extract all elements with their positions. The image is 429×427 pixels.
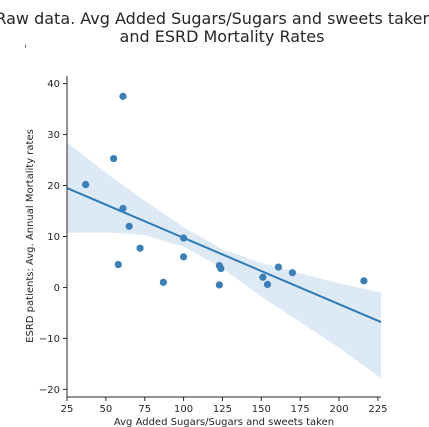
- confidence-band-layer: [67, 142, 381, 379]
- x-tick-label: 125: [213, 404, 232, 415]
- y-tick-label: −10: [39, 334, 60, 345]
- data-point: [274, 263, 283, 271]
- data-point: [119, 204, 127, 213]
- x-axis-label: Avg Added Sugars/Sugars and sweets taken: [114, 417, 334, 427]
- x-tick-label: 200: [329, 404, 348, 415]
- data-points-layer: [82, 92, 368, 289]
- x-tick-label: 225: [368, 404, 387, 415]
- data-point: [259, 273, 267, 281]
- data-point: [110, 154, 118, 163]
- x-tick-label: 150: [252, 404, 271, 415]
- data-point: [217, 265, 225, 273]
- regression-line-layer: [66, 187, 382, 324]
- data-point: [159, 278, 167, 286]
- regression-line: [66, 187, 382, 324]
- x-ticks-layer: 25 50 75 100 125 150 175 200 225: [61, 397, 387, 415]
- y-tick-label: 10: [47, 232, 60, 243]
- y-tick-label: −20: [39, 385, 60, 396]
- data-point: [263, 280, 272, 288]
- data-point: [179, 234, 188, 242]
- data-point: [82, 180, 90, 189]
- data-point: [119, 92, 127, 100]
- data-point: [179, 253, 188, 261]
- data-point: [114, 260, 122, 269]
- data-point: [125, 222, 133, 230]
- chart-title-line-2: and ESRD Mortality Rates: [120, 27, 325, 46]
- x-tick-label: 75: [138, 404, 151, 415]
- y-ticks-layer: −20 −10 0 10 20 30 40: [39, 79, 67, 396]
- x-tick-label: 50: [99, 404, 112, 415]
- data-point: [288, 269, 296, 277]
- data-point: [215, 281, 223, 289]
- data-point: [360, 277, 368, 285]
- data-point: [136, 244, 144, 252]
- confidence-band: [67, 142, 381, 379]
- chart-title-line-1: Raw data. Avg Added Sugars/Sugars and sw…: [0, 9, 429, 28]
- y-tick-label: 30: [47, 130, 60, 141]
- x-tick-label: 175: [291, 404, 310, 415]
- x-tick-label: 25: [61, 404, 74, 415]
- y-tick-label: 0: [54, 283, 60, 294]
- x-tick-label: 100: [174, 404, 193, 415]
- y-tick-label: 20: [47, 181, 60, 192]
- subtitle-mark: ': [24, 44, 27, 55]
- y-axis-label: ESRD patients: Avg. Annual Mortality rat…: [25, 129, 36, 343]
- y-tick-label: 40: [47, 79, 60, 90]
